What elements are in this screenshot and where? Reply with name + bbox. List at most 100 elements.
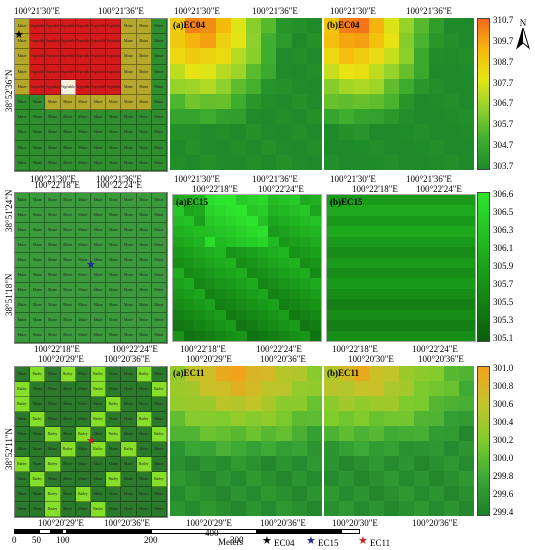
crop-cell-maize: Maize — [61, 502, 76, 517]
lst-pixel — [184, 216, 195, 226]
lst-pixel — [307, 79, 322, 94]
lst-pixel — [200, 441, 215, 456]
lst-pixel — [276, 18, 291, 33]
colorbar-tick-label: 306.1 — [493, 243, 513, 253]
lst-pixel — [184, 247, 195, 257]
lst-pixel — [231, 426, 246, 441]
lst-pixel — [289, 226, 300, 236]
lst-pixel — [433, 226, 444, 236]
lst-pixel — [369, 381, 384, 396]
lst-pixel — [384, 486, 399, 501]
lst-pixel — [324, 501, 339, 516]
crop-cell-barley: Barley — [30, 472, 45, 487]
crop-cell-maize: Maize — [152, 313, 167, 328]
lst-pixel — [324, 396, 339, 411]
coord-label: 100°22'18"E — [332, 344, 378, 354]
coord-label: 100°22'18"E — [180, 344, 226, 354]
scalebar-tick: 0 — [12, 535, 17, 545]
lst-pixel — [390, 331, 401, 341]
lst-pixel — [289, 216, 300, 226]
lst-pixel — [384, 396, 399, 411]
lat-label: 38°51'24"N — [4, 190, 14, 232]
crop-cell-maize: Maize — [76, 502, 91, 517]
lst-pixel — [380, 310, 391, 320]
lst-pixel — [324, 124, 339, 139]
lst-pixel — [359, 310, 370, 320]
lst-pixel — [443, 216, 454, 226]
lst-pixel — [276, 94, 291, 109]
lst-pixel — [216, 124, 231, 139]
crop-cell-maize: Maize — [121, 65, 136, 80]
lst-pixel — [185, 486, 200, 501]
lst-pixel — [414, 48, 429, 63]
lst-pixel — [338, 310, 349, 320]
lst-pixel — [247, 268, 258, 278]
coord-label: 100°20'36"E — [104, 354, 150, 364]
crop-cell-maize: Maize — [106, 298, 121, 313]
lst-pixel — [268, 226, 279, 236]
lst-pixel — [173, 320, 184, 330]
crop-cell-maize: Maize — [30, 268, 45, 283]
lst-pixel — [464, 320, 475, 330]
lst-pixel — [414, 64, 429, 79]
lst-pixel — [348, 226, 359, 236]
lst-panel-b-ec15: (b)EC15 — [326, 194, 476, 342]
lst-pixel — [307, 411, 322, 426]
lst-pixel — [414, 426, 429, 441]
lst-pixel — [454, 226, 465, 236]
lst-pixel — [429, 456, 444, 471]
crop-cell-maize: Maize — [45, 313, 60, 328]
lst-pixel — [327, 331, 338, 341]
lst-pixel — [401, 268, 412, 278]
crop-cell-vegetable: Vegetable — [45, 49, 60, 64]
lst-pixel — [205, 310, 216, 320]
lst-pixel — [454, 268, 465, 278]
lst-pixel — [258, 237, 269, 247]
crop-cell-maize: Maize — [121, 367, 136, 382]
lst-pixel — [292, 471, 307, 486]
lst-pixel — [324, 109, 339, 124]
crop-cell-maize: Maize — [30, 238, 45, 253]
coord-label: 100°20'29"E — [186, 354, 232, 364]
lst-panel-b-ec11: (b)EC11 — [324, 366, 474, 516]
crop-cell-maize: Maize — [121, 283, 136, 298]
lst-pixel — [170, 441, 185, 456]
crop-cell-maize: Maize — [106, 382, 121, 397]
lst-pixel — [231, 109, 246, 124]
lst-pixel — [258, 195, 269, 205]
lst-pixel — [236, 258, 247, 268]
lst-pixel — [348, 216, 359, 226]
lst-pixel — [261, 48, 276, 63]
lst-pixel — [422, 268, 433, 278]
crop-cell-vegetable: Vegetable — [91, 34, 106, 49]
lst-pixel — [414, 396, 429, 411]
lst-pixel — [354, 456, 369, 471]
crop-cell-maize: Maize — [76, 223, 91, 238]
crop-cell-maize: Maize — [121, 238, 136, 253]
crop-cell-maize: Maize — [137, 141, 152, 156]
lst-pixel — [292, 426, 307, 441]
coord-label: 100°20'36"E — [260, 518, 306, 528]
lst-pixel — [464, 205, 475, 215]
crop-cell-vegetable: Vegetable — [30, 19, 45, 34]
lst-pixel — [459, 411, 474, 426]
lst-pixel — [226, 237, 237, 247]
lst-pixel — [348, 331, 359, 341]
lst-pixel — [292, 64, 307, 79]
coord-label: 100°20'36"E — [412, 518, 458, 528]
lst-pixel — [324, 64, 339, 79]
crop-cell-maize: Maize — [76, 110, 91, 125]
lst-pixel — [399, 486, 414, 501]
lst-pixel — [401, 205, 412, 215]
colorbar-tick-label: 299.8 — [493, 471, 513, 481]
lst-pixel — [205, 299, 216, 309]
lst-pixel — [185, 140, 200, 155]
lst-pixel — [401, 195, 412, 205]
lst-pixel — [231, 79, 246, 94]
lst-pixel — [464, 310, 475, 320]
lst-pixel — [380, 299, 391, 309]
lst-pixel — [261, 456, 276, 471]
lst-pixel — [170, 501, 185, 516]
lst-pixel — [327, 216, 338, 226]
lst-pixel — [390, 195, 401, 205]
